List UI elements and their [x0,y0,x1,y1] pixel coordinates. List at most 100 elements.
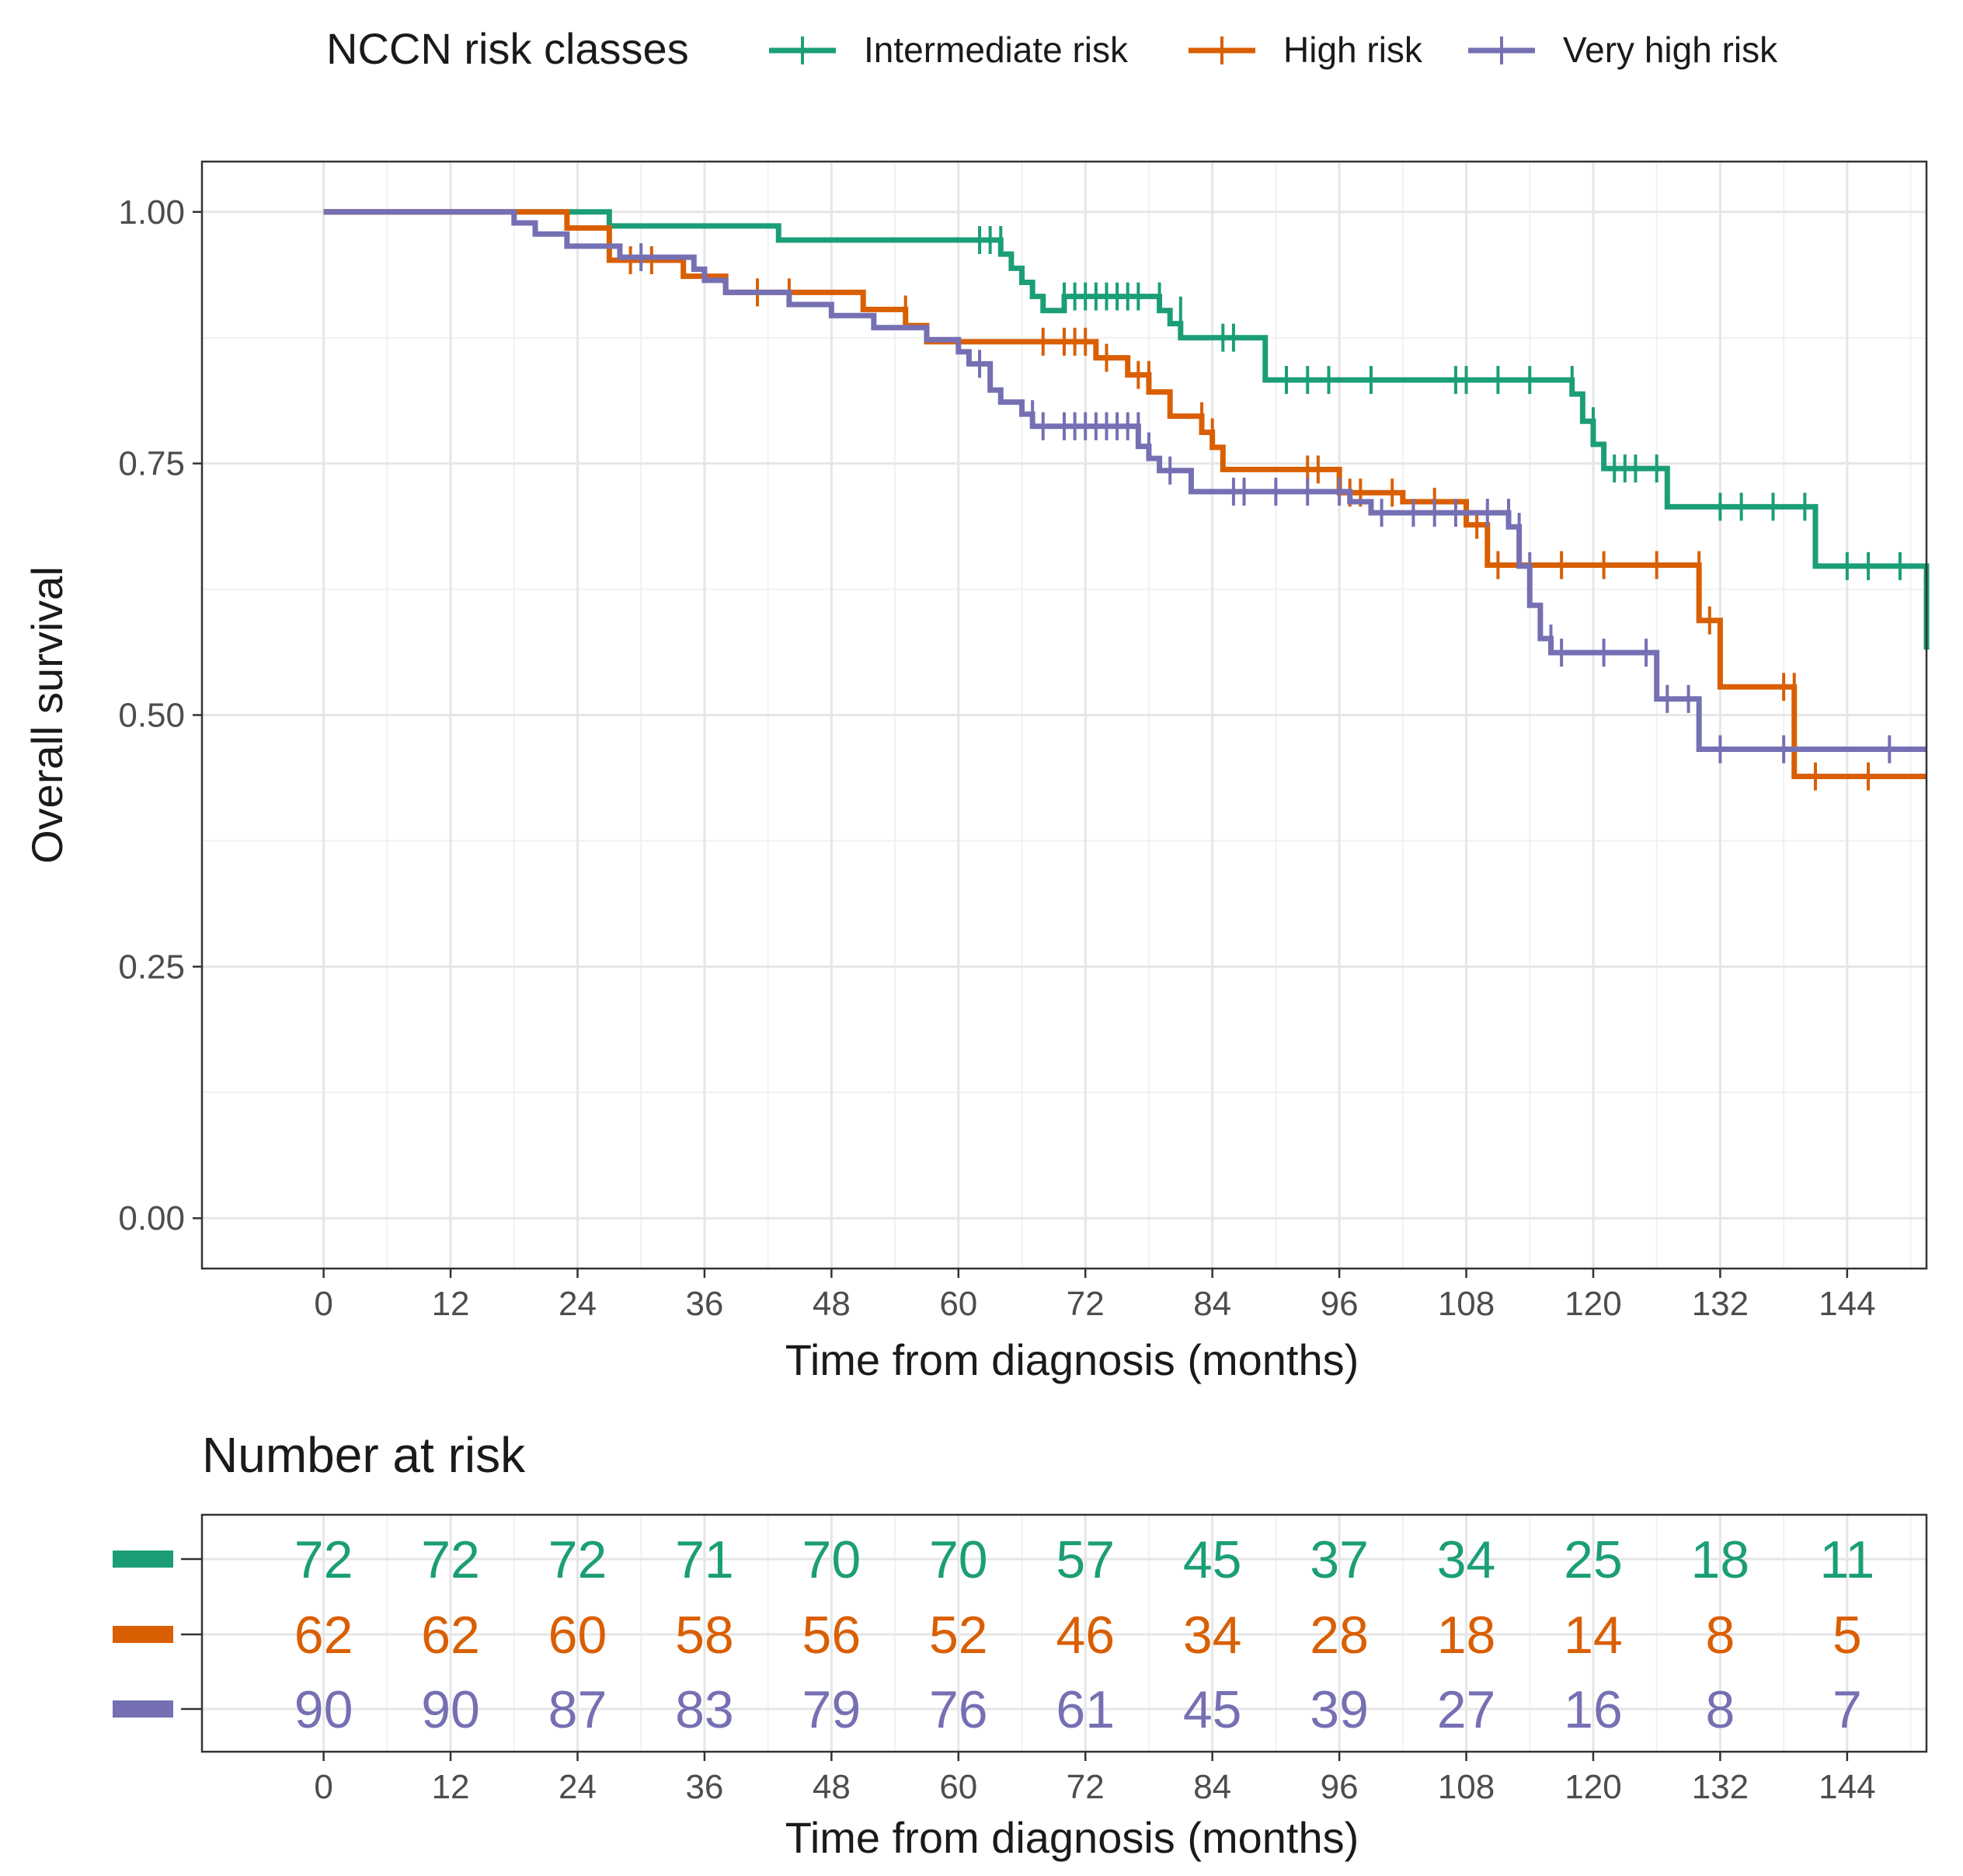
risk-count-very-high-risk: 83 [675,1680,734,1739]
risk-table-border [200,1513,1928,1753]
risk-count-high-risk: 8 [1706,1606,1735,1665]
x-axis-label: Time from diagnosis (months) [785,1335,1359,1384]
risk-count-high-risk: 34 [1183,1606,1242,1665]
intermediate-risk-survival-curve [323,209,1930,650]
risk-x-tick-label: 72 [1067,1768,1105,1806]
y-axis-label: Overall survival [23,566,71,864]
risk-table-row-keys [113,1551,202,1718]
risk-table-x-ticks: 0 12 24 36 48 60 72 84 96 108 120 132 144 [314,1752,1876,1806]
risk-x-tick-label: 0 [314,1768,332,1806]
risk-count-very-high-risk: 16 [1564,1680,1623,1739]
risk-row-key-intermediate-risk [113,1551,173,1568]
risk-count-very-high-risk: 7 [1832,1680,1862,1739]
y-tick-label: 1.00 [118,193,185,231]
legend-label-intermediate-risk: Intermediate risk [864,30,1129,70]
legend: NCCN risk classes Intermediate risk High … [326,24,1778,73]
risk-count-intermediate-risk: 37 [1310,1530,1369,1589]
risk-count-intermediate-risk: 57 [1056,1530,1115,1589]
major-gridlines [202,162,1926,1269]
risk-count-intermediate-risk: 70 [929,1530,988,1589]
risk-count-intermediate-risk: 71 [675,1530,734,1589]
risk-x-tick-label: 12 [432,1768,470,1806]
risk-x-tick-label: 96 [1321,1768,1359,1806]
x-tick-label: 0 [314,1285,332,1323]
survival-plot-panel: 0.00 0.25 0.50 0.75 1.00 0 12 24 36 48 60 72 84 96 10… [23,160,1930,1384]
x-tick-label: 48 [813,1285,851,1323]
risk-row-key-high-risk [113,1626,173,1643]
risk-count-intermediate-risk: 45 [1183,1530,1242,1589]
x-tick-label: 144 [1819,1285,1875,1323]
risk-table-gridlines [202,1515,1926,1752]
y-tick-label: 0.75 [118,445,185,483]
risk-count-intermediate-risk: 72 [421,1530,480,1589]
risk-x-tick-label: 48 [813,1768,851,1806]
risk-count-very-high-risk: 76 [929,1680,988,1739]
x-tick-label: 60 [939,1285,977,1323]
x-tick-label: 108 [1438,1285,1495,1323]
risk-table-title: Number at risk [202,1427,526,1483]
high-risk-survival-curve [323,209,1926,780]
risk-count-high-risk: 18 [1437,1606,1496,1665]
risk-count-high-risk: 60 [548,1606,607,1665]
risk-count-high-risk: 58 [675,1606,734,1665]
risk-count-high-risk: 28 [1310,1606,1369,1665]
legend-label-very-high-risk: Very high risk [1563,30,1778,70]
y-tick-label: 0.25 [118,948,185,986]
risk-count-very-high-risk: 90 [421,1680,480,1739]
very-high-risk-survival-curve [323,209,1926,753]
x-tick-label: 84 [1193,1285,1231,1323]
x-tick-label: 12 [432,1285,470,1323]
legend-title: NCCN risk classes [326,24,689,73]
risk-count-very-high-risk: 45 [1183,1680,1242,1739]
x-tick-label: 72 [1067,1285,1105,1323]
risk-x-tick-label: 84 [1193,1768,1231,1806]
risk-count-high-risk: 62 [294,1606,353,1665]
risk-count-high-risk: 52 [929,1606,988,1665]
risk-count-very-high-risk: 61 [1056,1680,1115,1739]
y-axis-ticks: 0.00 0.25 0.50 0.75 1.00 [118,193,202,1237]
x-tick-label: 120 [1564,1285,1621,1323]
legend-items: Intermediate risk High risk Very high risk [769,30,1778,70]
risk-count-very-high-risk: 8 [1706,1680,1735,1739]
risk-count-intermediate-risk: 70 [802,1530,861,1589]
risk-count-intermediate-risk: 72 [548,1530,607,1589]
risk-count-high-risk: 56 [802,1606,861,1665]
risk-count-high-risk: 62 [421,1606,480,1665]
x-tick-label: 132 [1692,1285,1749,1323]
y-tick-label: 0.00 [118,1199,185,1237]
risk-count-very-high-risk: 87 [548,1680,607,1739]
risk-x-tick-label: 24 [559,1768,597,1806]
risk-x-tick-label: 144 [1819,1768,1875,1806]
risk-table-x-axis-label: Time from diagnosis (months) [785,1813,1359,1862]
risk-count-high-risk: 5 [1832,1606,1862,1665]
risk-count-intermediate-risk: 11 [1820,1530,1875,1589]
x-tick-label: 96 [1321,1285,1359,1323]
risk-count-very-high-risk: 27 [1437,1680,1496,1739]
risk-x-tick-label: 36 [685,1768,723,1806]
risk-count-intermediate-risk: 25 [1564,1530,1623,1589]
legend-item-intermediate-risk: Intermediate risk [769,30,1129,70]
risk-count-intermediate-risk: 34 [1437,1530,1496,1589]
x-tick-label: 36 [685,1285,723,1323]
risk-count-intermediate-risk: 18 [1691,1530,1750,1589]
risk-count-very-high-risk: 39 [1310,1680,1369,1739]
legend-item-very-high-risk: Very high risk [1468,30,1778,70]
risk-count-intermediate-risk: 72 [294,1530,353,1589]
legend-label-high-risk: High risk [1283,30,1423,70]
risk-x-tick-label: 120 [1564,1768,1621,1806]
risk-count-very-high-risk: 79 [802,1680,861,1739]
risk-x-tick-label: 60 [939,1768,977,1806]
risk-count-very-high-risk: 90 [294,1680,353,1739]
legend-item-high-risk: High risk [1189,30,1423,70]
risk-count-high-risk: 14 [1564,1606,1623,1665]
survival-curves [323,209,1930,791]
risk-count-high-risk: 46 [1056,1606,1115,1665]
y-tick-label: 0.50 [118,697,185,735]
number-at-risk-table: Number at risk 72 72 72 71 70 70 57 45 37 34 25 18 1… [113,1427,1928,1862]
x-axis-ticks: 0 12 24 36 48 60 72 84 96 108 120 132 144 [314,1269,1876,1323]
risk-x-tick-label: 132 [1692,1768,1749,1806]
risk-x-tick-label: 108 [1438,1768,1495,1806]
x-tick-label: 24 [559,1285,597,1323]
